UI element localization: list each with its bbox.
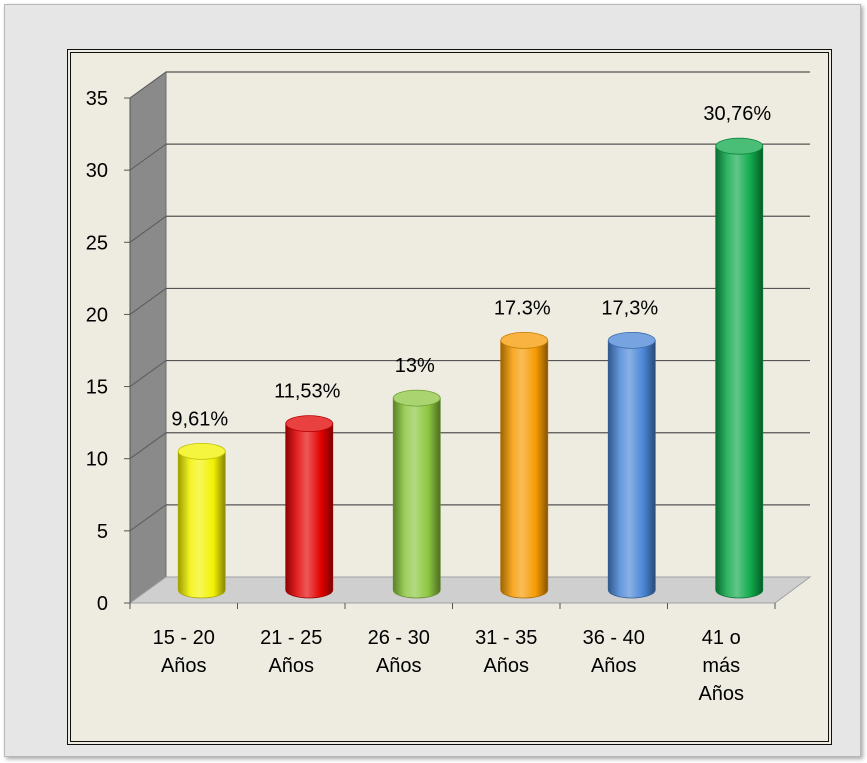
floor bbox=[128, 576, 812, 604]
bar-body bbox=[285, 423, 334, 599]
bar-6 bbox=[715, 137, 764, 599]
bar-body bbox=[177, 450, 226, 599]
data-label: 30,76% bbox=[703, 103, 771, 125]
chart-walls bbox=[128, 71, 812, 604]
bar-body bbox=[392, 397, 441, 599]
y-tick-label: 20 bbox=[86, 304, 108, 326]
y-tick-label: 0 bbox=[97, 593, 108, 615]
gridline-side bbox=[129, 288, 167, 315]
bar-5 bbox=[607, 331, 656, 599]
y-tick-label: 35 bbox=[86, 88, 108, 110]
bar-body bbox=[500, 339, 549, 599]
bar-body bbox=[607, 339, 656, 599]
bars bbox=[177, 137, 764, 599]
x-tick-label: 41 o más Años bbox=[698, 627, 744, 705]
bar-top bbox=[500, 331, 549, 349]
data-label: 17.3% bbox=[494, 297, 551, 319]
bar-top bbox=[607, 331, 656, 349]
data-labels: 9,61% 11,53% 13% 17.3% 17,3% 30,76% bbox=[171, 103, 771, 430]
gridline-side bbox=[129, 71, 167, 99]
gridline-side bbox=[129, 215, 167, 243]
y-tick-label: 25 bbox=[86, 232, 108, 254]
y-tick-label: 10 bbox=[86, 449, 108, 471]
data-label: 13% bbox=[395, 355, 435, 377]
y-axis: 0 5 10 15 20 25 30 35 bbox=[86, 88, 131, 615]
bar-body bbox=[715, 145, 764, 599]
gridline-side bbox=[129, 143, 167, 171]
data-label: 9,61% bbox=[171, 408, 228, 430]
y-tick-label: 30 bbox=[86, 160, 108, 182]
x-tick-label: 36 - 40 Años bbox=[583, 627, 645, 677]
bar-top bbox=[715, 137, 764, 155]
bar-2 bbox=[285, 415, 334, 599]
y-tick-label: 15 bbox=[86, 377, 108, 399]
bar-1 bbox=[177, 442, 226, 599]
x-axis: 15 - 20 Años 21 - 25 Años 26 - 30 Años 31 - 35… bbox=[129, 603, 776, 705]
gridlines bbox=[129, 71, 810, 532]
bar-3 bbox=[392, 389, 441, 599]
data-label: 17,3% bbox=[601, 297, 658, 319]
x-tick-label: 26 - 30 Años bbox=[368, 627, 430, 677]
x-tick-label: 15 - 20 Años bbox=[153, 627, 215, 677]
x-tick-label: 21 - 25 Años bbox=[260, 627, 322, 677]
data-label: 11,53% bbox=[274, 381, 341, 403]
x-tick-label: 31 - 35 Años bbox=[475, 627, 537, 677]
bar-4 bbox=[500, 331, 549, 599]
chart-frame bbox=[67, 49, 832, 745]
bar-top bbox=[392, 389, 441, 407]
side-wall bbox=[129, 71, 167, 604]
bar-top bbox=[285, 415, 334, 433]
gridline-side bbox=[129, 432, 167, 460]
gridline-side bbox=[129, 360, 167, 387]
gridline-side bbox=[129, 504, 167, 532]
y-tick-label: 5 bbox=[97, 521, 108, 543]
bar-top bbox=[177, 442, 226, 460]
